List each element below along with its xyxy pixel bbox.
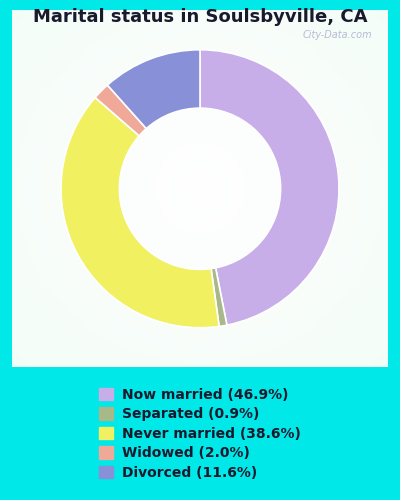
Text: Marital status in Soulsbyville, CA: Marital status in Soulsbyville, CA: [33, 8, 367, 26]
Wedge shape: [200, 50, 339, 325]
Wedge shape: [108, 50, 200, 128]
Wedge shape: [95, 85, 146, 136]
Text: City-Data.com: City-Data.com: [302, 30, 372, 40]
Legend: Now married (46.9%), Separated (0.9%), Never married (38.6%), Widowed (2.0%), Di: Now married (46.9%), Separated (0.9%), N…: [100, 388, 300, 480]
Wedge shape: [211, 268, 227, 326]
Wedge shape: [61, 98, 219, 328]
